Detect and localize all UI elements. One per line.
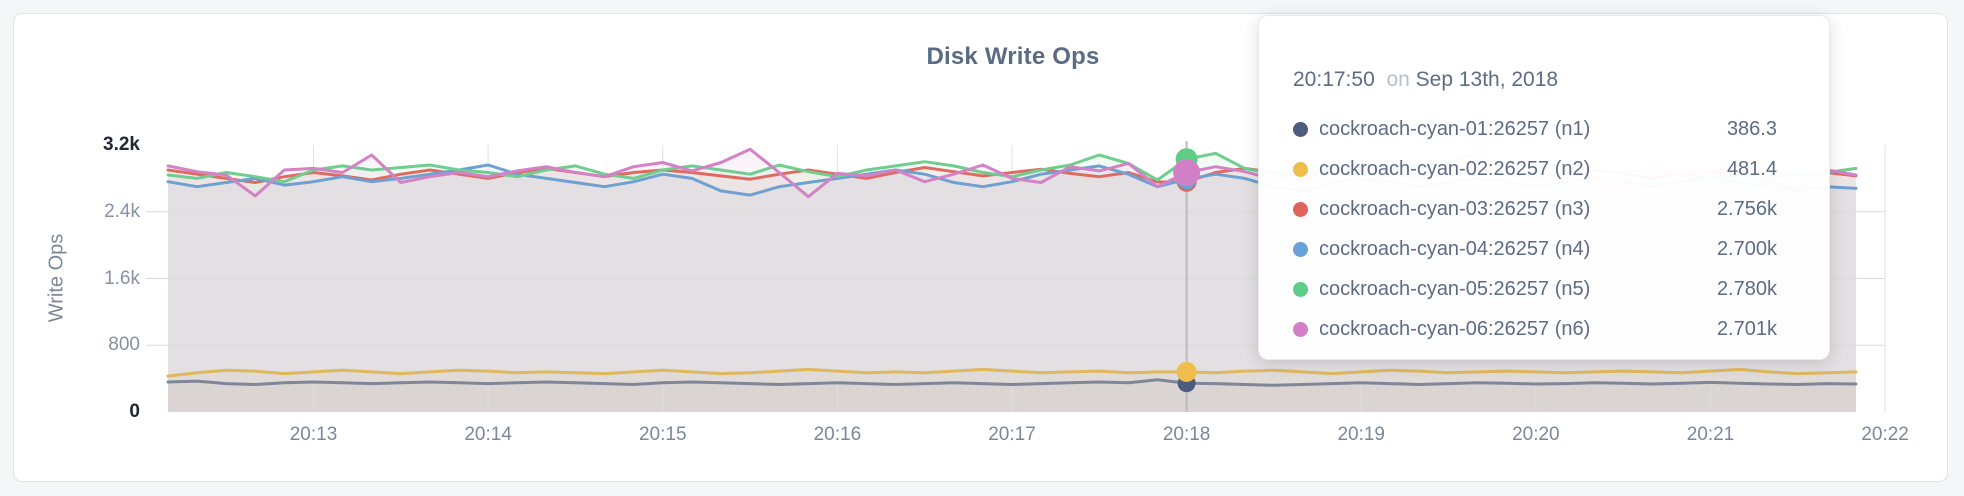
tooltip-on-word: on [1386,68,1410,91]
tooltip-row: cockroach-cyan-06:26257 (n6) 2.701k [1293,309,1777,349]
series-color-dot-icon [1293,241,1308,257]
tooltip-rows: cockroach-cyan-01:26257 (n1) 386.3 cockroa… [1293,109,1777,349]
x-tick-label: 20:18 [1162,424,1211,445]
tooltip-series-label: cockroach-cyan-06:26257 (n6) [1319,317,1591,340]
chart-title: Disk Write Ops [926,43,1100,70]
tooltip-series-label: cockroach-cyan-02:26257 (n2) [1319,157,1591,180]
tooltip-row: cockroach-cyan-01:26257 (n1) 386.3 [1293,109,1777,149]
tooltip-series-label: cockroach-cyan-01:26257 (n1) [1319,117,1591,140]
series-color-dot-icon [1293,161,1308,177]
series-color-dot-icon [1293,121,1308,137]
x-tick-label: 20:13 [289,424,338,445]
series-color-dot-icon [1293,281,1308,297]
series-color-dot-icon [1293,201,1308,217]
x-tick-label: 20:17 [988,424,1036,445]
tooltip-row: cockroach-cyan-04:26257 (n4) 2.700k [1293,229,1777,269]
tooltip-row: cockroach-cyan-05:26257 (n5) 2.780k [1293,269,1777,309]
y-tick-label: 3.2k [103,134,140,155]
y-tick-label: 0 [129,401,140,422]
tooltip-row: cockroach-cyan-02:26257 (n2) 481.4 [1293,149,1777,189]
tooltip-series-value: 481.4 [1726,157,1777,180]
tooltip-series-label: cockroach-cyan-04:26257 (n4) [1319,237,1591,260]
x-tick-label: 20:16 [813,424,862,445]
y-tick-label: 1.6k [104,267,140,289]
y-tick-label: 800 [108,334,140,356]
series-line-1 [166,378,1858,387]
series-color-dot-icon [1293,321,1308,337]
tooltip-series-value: 2.700k [1716,237,1777,260]
tooltip-series-value: 2.701k [1716,317,1777,340]
x-tick-label: 20:19 [1337,424,1385,445]
tooltip-date: Sep 13th, 2018 [1415,68,1559,91]
tooltip-series-label: cockroach-cyan-03:26257 (n3) [1319,197,1591,220]
hover-tooltip: 20:17:50 on Sep 13th, 2018 cockroach-cya… [1258,15,1830,360]
x-tick-label: 20:20 [1512,424,1560,445]
tooltip-series-value: 2.780k [1716,277,1777,300]
tooltip-series-label: cockroach-cyan-05:26257 (n5) [1319,277,1591,300]
tooltip-series-value: 386.3 [1726,117,1777,140]
x-tick-label: 20:15 [638,424,687,445]
tooltip-time: 20:17:50 [1293,68,1375,91]
x-tick-label: 20:21 [1686,424,1735,445]
x-tick-label: 20:22 [1861,424,1909,445]
y-tick-label: 2.4k [104,200,140,222]
tooltip-row: cockroach-cyan-03:26257 (n3) 2.756k [1293,189,1777,229]
tooltip-header: 20:17:50 on Sep 13th, 2018 [1293,65,1777,95]
series-line-2 [166,367,1858,378]
hover-dot-2 [1176,361,1197,382]
tooltip-series-value: 2.756k [1716,197,1777,220]
x-tick-label: 20:14 [464,424,512,445]
hover-dot-6 [1173,159,1201,186]
